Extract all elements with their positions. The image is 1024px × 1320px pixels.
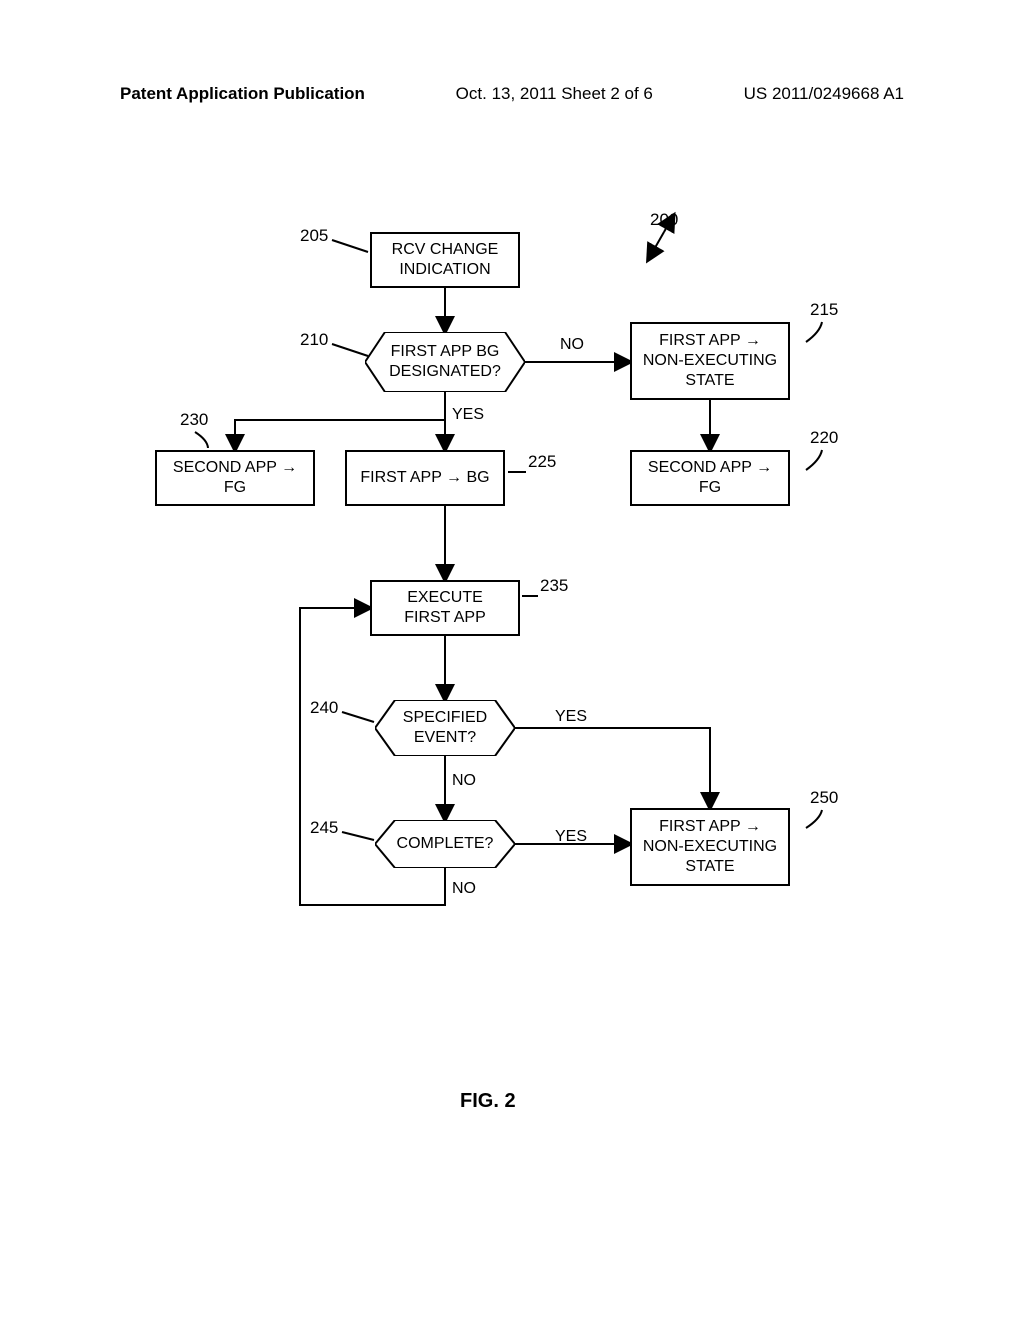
edge-label: NO: [560, 336, 584, 354]
header-right: US 2011/0249668 A1: [744, 84, 904, 104]
ref-label-n220: 220: [810, 428, 838, 448]
ref-label-n235: 235: [540, 576, 568, 596]
ref-label-n200: 200: [650, 210, 678, 230]
ref-label-n250: 250: [810, 788, 838, 808]
figure-label: FIG. 2: [460, 1090, 516, 1113]
page: Patent Application Publication Oct. 13, …: [0, 0, 1024, 1320]
ref-label-n205: 205: [300, 226, 328, 246]
flow-node-n205: RCV CHANGE INDICATION: [370, 232, 520, 288]
ref-label-n245: 245: [310, 818, 338, 838]
page-header: Patent Application Publication Oct. 13, …: [120, 84, 904, 104]
flow-node-n215: FIRST APP → NON-EXECUTING STATE: [630, 322, 790, 400]
edge-label: YES: [555, 708, 587, 726]
ref-label-n215: 215: [810, 300, 838, 320]
edge-label: NO: [452, 772, 476, 790]
flow-edges: [0, 0, 1024, 1320]
flow-decision-n240: SPECIFIED EVENT?: [375, 700, 515, 756]
flow-edge: [515, 728, 710, 808]
flow-node-n250: FIRST APP → NON-EXECUTING STATE: [630, 808, 790, 886]
header-left: Patent Application Publication: [120, 84, 365, 104]
ref-label-n225: 225: [528, 452, 556, 472]
header-center: Oct. 13, 2011 Sheet 2 of 6: [456, 84, 653, 104]
ref-label-n230: 230: [180, 410, 208, 430]
flow-node-n225: FIRST APP → BG: [345, 450, 505, 506]
ref-label-n210: 210: [300, 330, 328, 350]
ref-label-n240: 240: [310, 698, 338, 718]
flow-node-n220: SECOND APP → FG: [630, 450, 790, 506]
flow-decision-n210: FIRST APP BG DESIGNATED?: [365, 332, 525, 392]
edge-label: YES: [452, 406, 484, 424]
flow-decision-n245: COMPLETE?: [375, 820, 515, 868]
flow-node-n235: EXECUTE FIRST APP: [370, 580, 520, 636]
flow-node-n230: SECOND APP → FG: [155, 450, 315, 506]
edge-label: NO: [452, 880, 476, 898]
flow-edge: [235, 420, 445, 450]
edge-label: YES: [555, 828, 587, 846]
